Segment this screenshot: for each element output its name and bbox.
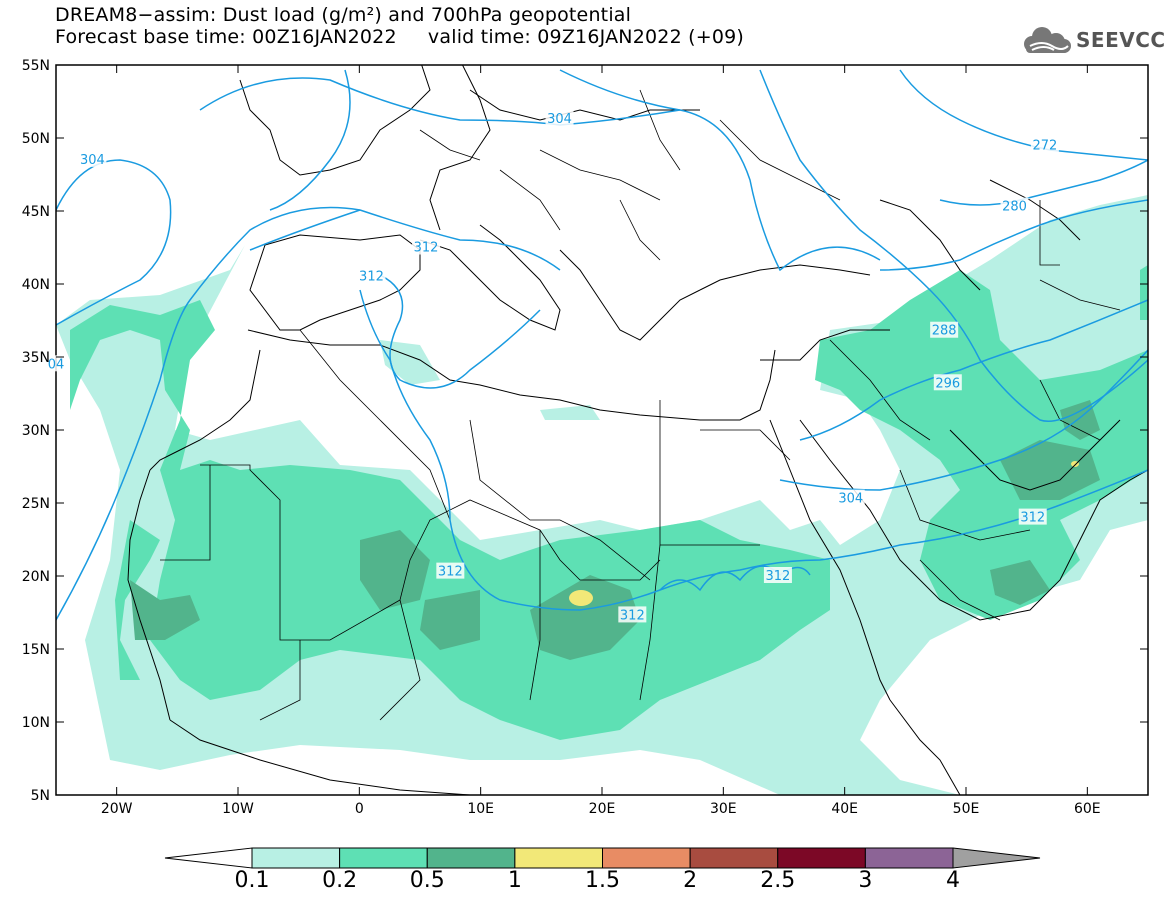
contour-label: 272 xyxy=(1032,138,1057,153)
contour-label-bg xyxy=(1018,508,1047,525)
colorbar-label: 3 xyxy=(858,868,873,893)
contour-label-bg xyxy=(436,562,465,579)
colorbar-label: 4 xyxy=(946,868,960,893)
lon-tick-label: 50E xyxy=(953,801,980,817)
lat-tick-label: 30N xyxy=(22,423,50,439)
map-title: DREAM8−assim: Dust load (g/m²) and 700hP… xyxy=(55,4,632,26)
contour-label-bg xyxy=(933,374,962,391)
contour-label: 312 xyxy=(438,565,463,580)
contour-label: 312 xyxy=(359,270,384,285)
lon-tick-label: 20W xyxy=(101,801,133,817)
contour-label: 304 xyxy=(547,112,572,127)
lat-tick-label: 15N xyxy=(22,642,50,658)
contour-label: 04 xyxy=(48,357,65,372)
contour-label: 312 xyxy=(1020,511,1045,526)
contour-label-bg xyxy=(46,355,66,372)
contour-label-bg xyxy=(1000,197,1029,214)
colorbar-segment xyxy=(251,847,341,869)
contour-label: 312 xyxy=(766,569,791,584)
contour-label-bg xyxy=(545,110,574,127)
lon-tick-label: 10E xyxy=(467,801,494,817)
colorbar-segment xyxy=(689,847,779,869)
contour-label-bg xyxy=(930,321,959,338)
map-subtitle: Forecast base time: 00Z16JAN2022 valid t… xyxy=(55,26,745,48)
colorbar-label: 2 xyxy=(683,868,698,893)
contour-label-bg xyxy=(618,606,647,623)
colorbar-segment xyxy=(514,847,603,869)
lat-tick-label: 20N xyxy=(22,569,50,585)
contour-label: 296 xyxy=(935,376,960,391)
lat-tick-label: 10N xyxy=(22,715,50,731)
lon-tick-label: 20E xyxy=(589,801,616,817)
colorbar-segment xyxy=(426,847,516,869)
contour-label-bg xyxy=(836,489,865,506)
colorbar-segment xyxy=(602,847,691,869)
longitude-axis: 20W 10W 0 10E 20E 30E 40E 50E 60E xyxy=(101,65,1101,817)
country-borders xyxy=(160,89,1121,721)
colorbar-segment xyxy=(864,847,954,869)
colorbar xyxy=(164,847,1041,869)
colorbar-segment xyxy=(339,847,428,869)
coastlines xyxy=(127,65,1148,795)
contour-label: 288 xyxy=(932,324,957,339)
contour-label: 304 xyxy=(838,492,863,507)
colorbar-label: 0.2 xyxy=(322,868,358,893)
contour-label-bg xyxy=(412,238,441,255)
lon-tick-label: 0 xyxy=(355,801,364,817)
contour-label: 280 xyxy=(1002,200,1027,215)
lon-tick-label: 30E xyxy=(710,801,737,817)
colorbar-label: 2.5 xyxy=(760,868,796,893)
lat-tick-label: 50N xyxy=(22,131,50,147)
colorbar-label: 1.5 xyxy=(585,868,620,893)
contour-label: 312 xyxy=(414,241,439,256)
contour-label: 304 xyxy=(80,153,105,168)
contour-label-bg xyxy=(1030,136,1059,153)
geopotential-contours xyxy=(56,69,1148,621)
colorbar-high-extend xyxy=(952,847,1041,869)
colorbar-low-extend xyxy=(164,847,253,869)
latitude-axis: 55N 50N 45N 40N 35N 30N 25N 20N 15N 10N 5N xyxy=(22,58,1148,804)
colorbar-label: 0.1 xyxy=(234,868,270,893)
colorbar-segment xyxy=(777,847,866,869)
colorbar-label: 1 xyxy=(507,868,522,893)
lon-tick-label: 60E xyxy=(1074,801,1101,817)
cloud-icon xyxy=(1024,27,1071,53)
lat-tick-label: 5N xyxy=(31,788,50,804)
lon-tick-label: 40E xyxy=(831,801,858,817)
lat-tick-label: 45N xyxy=(22,204,50,220)
lat-tick-label: 40N xyxy=(22,277,50,293)
dust-fields xyxy=(56,195,1148,795)
lat-tick-label: 35N xyxy=(22,350,50,366)
lat-tick-label: 55N xyxy=(22,58,50,74)
contour-label-bg xyxy=(357,267,386,284)
lon-tick-label: 10W xyxy=(222,801,254,817)
contour-label: 312 xyxy=(620,608,645,623)
contour-label-bg xyxy=(78,150,107,167)
contour-label-bg xyxy=(763,567,792,583)
dust-layer-0.5 xyxy=(130,400,1100,660)
lat-tick-label: 25N xyxy=(22,496,50,512)
dust-layer-0.2 xyxy=(70,265,1148,740)
contour-labels: 304 304 312 312 272 280 288 296 304 312 312 312 312 0… xyxy=(46,110,1059,623)
colorbar-label: 0.5 xyxy=(409,868,445,893)
logo-text: SEEVCCC xyxy=(1076,28,1165,52)
